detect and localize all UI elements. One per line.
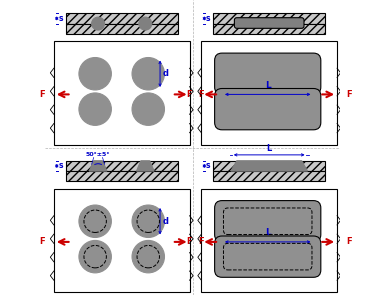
Bar: [54, 41, 189, 145]
Circle shape: [92, 17, 105, 30]
Circle shape: [132, 205, 164, 237]
Bar: [66, 161, 178, 171]
Bar: [213, 171, 325, 181]
Bar: [213, 161, 325, 171]
FancyBboxPatch shape: [234, 18, 304, 28]
Text: L: L: [265, 228, 271, 237]
FancyBboxPatch shape: [214, 236, 321, 277]
Bar: [66, 13, 178, 24]
Bar: [54, 189, 189, 292]
Bar: [213, 13, 325, 24]
FancyBboxPatch shape: [214, 88, 321, 130]
Bar: [201, 189, 337, 292]
Text: L: L: [266, 144, 272, 153]
Circle shape: [132, 93, 164, 125]
Circle shape: [79, 205, 111, 237]
Polygon shape: [231, 161, 308, 171]
Text: s: s: [206, 161, 210, 171]
Text: s: s: [206, 14, 210, 23]
Circle shape: [79, 93, 111, 125]
Bar: [201, 41, 337, 145]
Circle shape: [132, 240, 164, 273]
Text: d: d: [163, 69, 169, 78]
Polygon shape: [136, 161, 154, 171]
Text: F: F: [346, 90, 352, 99]
Text: s: s: [58, 161, 63, 171]
Text: s: s: [58, 14, 63, 23]
Text: F: F: [39, 90, 45, 99]
Text: F: F: [199, 237, 204, 246]
Text: F: F: [199, 90, 204, 99]
Bar: [66, 171, 178, 181]
Circle shape: [139, 17, 152, 30]
Bar: [213, 24, 325, 34]
FancyBboxPatch shape: [214, 201, 321, 242]
Text: F: F: [187, 237, 192, 246]
Circle shape: [79, 58, 111, 90]
Text: F: F: [346, 237, 352, 246]
Text: F: F: [187, 90, 192, 99]
FancyBboxPatch shape: [214, 53, 321, 94]
Polygon shape: [89, 161, 107, 171]
Text: F: F: [39, 237, 45, 246]
Text: 50°±5°: 50°±5°: [86, 152, 110, 157]
Text: L: L: [265, 81, 271, 90]
Circle shape: [132, 58, 164, 90]
Bar: [66, 24, 178, 34]
Text: d: d: [163, 217, 169, 226]
Circle shape: [79, 240, 111, 273]
